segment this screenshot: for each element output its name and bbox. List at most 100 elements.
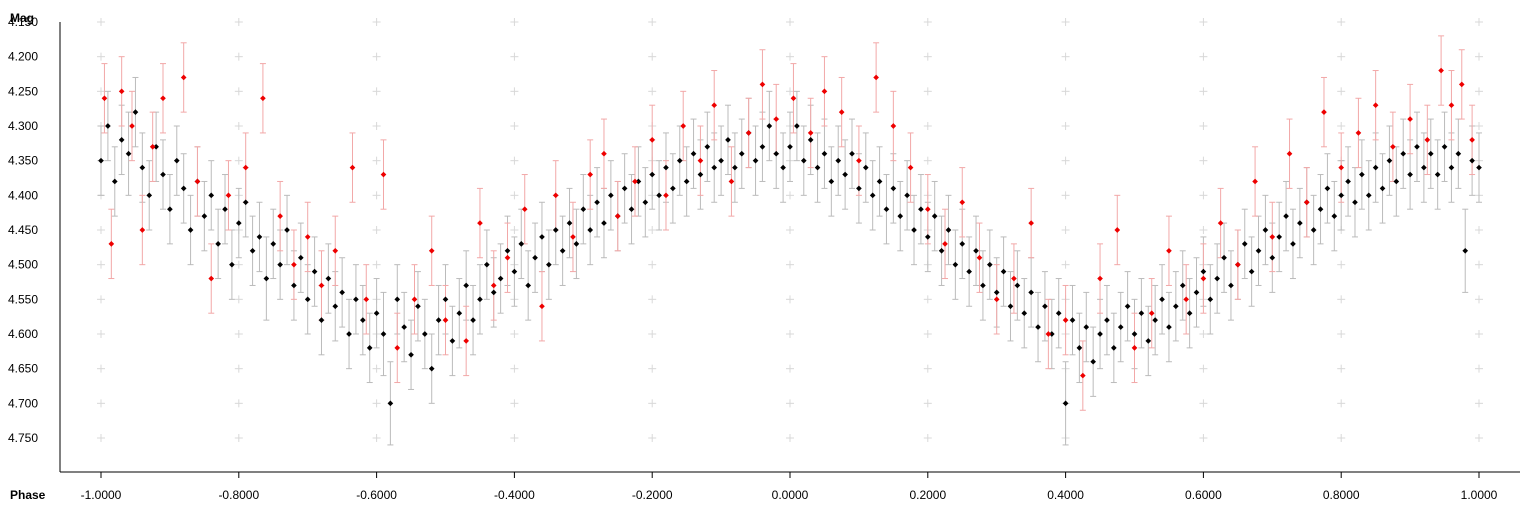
data-point xyxy=(1414,143,1420,150)
data-point xyxy=(931,213,938,219)
data-point xyxy=(187,227,194,233)
data-point xyxy=(897,213,904,219)
data-point xyxy=(676,157,683,164)
data-point xyxy=(1338,164,1345,171)
data-point xyxy=(1434,171,1441,178)
data-point xyxy=(752,157,759,164)
data-point xyxy=(1007,303,1014,310)
data-point xyxy=(1255,247,1262,254)
data-point xyxy=(490,289,497,296)
data-point xyxy=(1186,310,1193,317)
data-point xyxy=(311,268,318,275)
data-point xyxy=(125,150,132,157)
data-point xyxy=(108,241,115,247)
data-point xyxy=(1200,268,1207,275)
data-point xyxy=(773,116,780,122)
y-tick-label: 4.200 xyxy=(8,50,38,64)
data-point xyxy=(1028,289,1034,296)
x-axis-ticks: -1.0000 -0.8000 -0.6000 -0.4000 -0.2000 0.000… xyxy=(81,472,1498,502)
data-point xyxy=(718,157,724,164)
data-point xyxy=(98,157,104,164)
data-point xyxy=(704,143,711,150)
data-point xyxy=(1042,303,1048,310)
x-axis-title: Phase xyxy=(10,488,46,502)
data-point xyxy=(1262,227,1269,233)
data-point xyxy=(1131,345,1138,351)
data-point xyxy=(1248,268,1255,275)
data-point xyxy=(139,227,146,233)
data-point xyxy=(318,317,325,323)
data-point xyxy=(959,241,966,247)
data-point xyxy=(993,296,1000,303)
data-point xyxy=(924,234,931,240)
data-point xyxy=(759,143,766,150)
data-point xyxy=(738,150,745,157)
data-point xyxy=(180,74,187,81)
y-axis-ticks: 4.150 4.200 4.250 4.300 4.350 4.400 4.450 4.500… xyxy=(8,15,38,445)
data-point xyxy=(1166,247,1172,254)
data-point xyxy=(976,254,983,261)
data-point xyxy=(1045,331,1052,337)
data-point xyxy=(838,109,845,115)
data-point xyxy=(1345,178,1351,185)
data-point xyxy=(732,164,738,171)
data-point xyxy=(566,220,573,226)
grid-markers xyxy=(97,18,1483,442)
data-point xyxy=(787,143,793,150)
data-point xyxy=(153,143,159,150)
data-point xyxy=(821,150,828,157)
data-point xyxy=(1207,296,1214,303)
data-point xyxy=(1469,137,1475,143)
data-point xyxy=(105,123,111,129)
y-tick-label: 4.300 xyxy=(8,119,38,133)
data-point xyxy=(242,199,249,206)
data-point xyxy=(559,247,566,254)
data-point xyxy=(111,178,118,185)
data-point xyxy=(986,261,993,268)
data-point xyxy=(1011,275,1017,282)
data-point xyxy=(1359,171,1365,178)
data-point xyxy=(297,254,304,261)
data-point xyxy=(118,137,125,143)
data-point xyxy=(394,345,401,351)
data-point xyxy=(918,206,924,213)
data-point xyxy=(129,123,135,129)
data-point xyxy=(428,247,435,254)
data-point xyxy=(594,199,600,206)
data-point xyxy=(1179,282,1186,289)
data-point xyxy=(1104,317,1110,323)
data-point xyxy=(1028,220,1034,226)
x-tick-label: 0.6000 xyxy=(1185,488,1222,502)
data-point xyxy=(1097,275,1103,282)
data-point xyxy=(873,74,879,81)
data-point xyxy=(363,296,370,303)
data-point xyxy=(1379,185,1386,192)
data-point xyxy=(1131,331,1138,337)
data-point xyxy=(942,241,948,247)
data-point xyxy=(907,164,914,171)
data-point xyxy=(160,95,166,102)
data-point xyxy=(642,199,649,206)
data-point xyxy=(380,171,387,178)
data-point xyxy=(1079,372,1086,379)
data-point xyxy=(260,95,266,102)
data-point xyxy=(1386,157,1393,164)
data-point xyxy=(1111,345,1117,351)
data-point xyxy=(621,185,628,192)
data-point xyxy=(697,157,704,164)
y-tick-label: 4.150 xyxy=(8,15,38,29)
data-point xyxy=(349,164,356,171)
x-tick-label: 0.2000 xyxy=(909,488,946,502)
data-point xyxy=(442,317,449,323)
data-point xyxy=(304,234,311,240)
data-point xyxy=(683,178,690,185)
y-tick-label: 4.400 xyxy=(8,188,38,202)
data-point xyxy=(149,143,156,150)
data-point xyxy=(952,261,959,268)
data-point xyxy=(366,345,373,351)
data-point xyxy=(711,164,718,171)
data-point xyxy=(1310,227,1317,233)
data-point xyxy=(208,275,215,282)
data-point xyxy=(1352,199,1358,206)
data-point xyxy=(422,331,428,337)
